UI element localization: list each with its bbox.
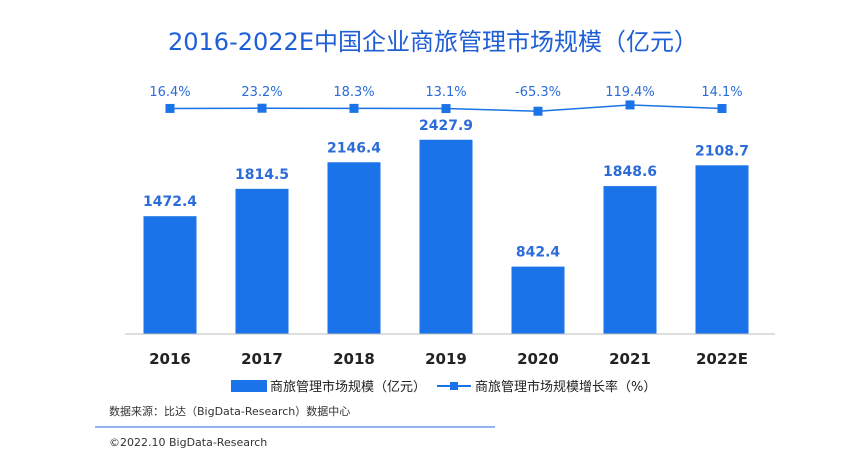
bar-value-label-2018: 2146.4	[327, 140, 381, 156]
bar-2018	[327, 162, 381, 334]
bars-group: 1472.4 1814.5 2146.4 2427.9 842.4 1848.6 2108.…	[143, 118, 749, 334]
x-tick-label-2017: 2017	[241, 350, 283, 368]
source-note: 数据来源：比达（BigData-Research）数据中心	[109, 404, 350, 418]
x-tick-label-2021: 2021	[609, 350, 651, 368]
bar-2016	[143, 216, 197, 334]
rate-label-2020: -65.3%	[515, 85, 561, 100]
legend-bar-swatch	[231, 380, 267, 392]
rate-point-2016	[165, 103, 175, 113]
rate-point-2022E	[717, 104, 727, 114]
rate-line-group: 16.4% 23.2% 18.3% 13.1% -65.3% 119.4% 14.1%	[149, 85, 743, 116]
rate-label-2017: 23.2%	[241, 85, 282, 100]
x-tick-label-2022E: 2022E	[696, 350, 748, 368]
bar-2021	[603, 186, 657, 334]
rate-point-2020	[533, 106, 543, 116]
rate-label-2019: 13.1%	[425, 85, 466, 100]
rate-label-2016: 16.4%	[149, 85, 190, 100]
rate-label-2018: 18.3%	[333, 85, 374, 100]
x-tick-label-2019: 2019	[425, 350, 467, 368]
bar-2022E	[695, 165, 749, 334]
rate-label-2021: 119.4%	[605, 85, 655, 100]
rate-point-2019	[441, 104, 451, 114]
bar-value-label-2021: 1848.6	[603, 164, 657, 180]
rate-point-2017	[257, 103, 267, 113]
bar-2019	[419, 139, 473, 334]
legend-bar-label: 商旅管理市场规模（亿元）	[270, 379, 426, 395]
bar-value-label-2019: 2427.9	[419, 118, 473, 134]
copyright-note: ©2022.10 BigData-Research	[109, 436, 267, 449]
x-tick-label-2018: 2018	[333, 350, 375, 368]
bar-2017	[235, 188, 289, 334]
bar-value-label-2020: 842.4	[516, 245, 561, 261]
legend-line-label: 商旅管理市场规模增长率（%）	[475, 379, 656, 395]
legend-line-marker	[450, 382, 458, 390]
rate-label-2022E: 14.1%	[701, 85, 742, 100]
x-tick-label-2020: 2020	[517, 350, 559, 368]
chart-title: 2016-2022E中国企业商旅管理市场规模（亿元）	[168, 28, 698, 56]
rate-point-2021	[625, 100, 635, 110]
x-tick-label-2016: 2016	[149, 350, 191, 368]
bar-value-label-2016: 1472.4	[143, 194, 197, 210]
x-ticks-group: 2016 2017 2018 2019 2020 2021 2022E	[149, 350, 748, 368]
bar-value-label-2022E: 2108.7	[695, 143, 749, 159]
rate-point-2018	[349, 103, 359, 113]
bar-value-label-2017: 1814.5	[235, 167, 289, 183]
bar-2020	[511, 266, 565, 334]
